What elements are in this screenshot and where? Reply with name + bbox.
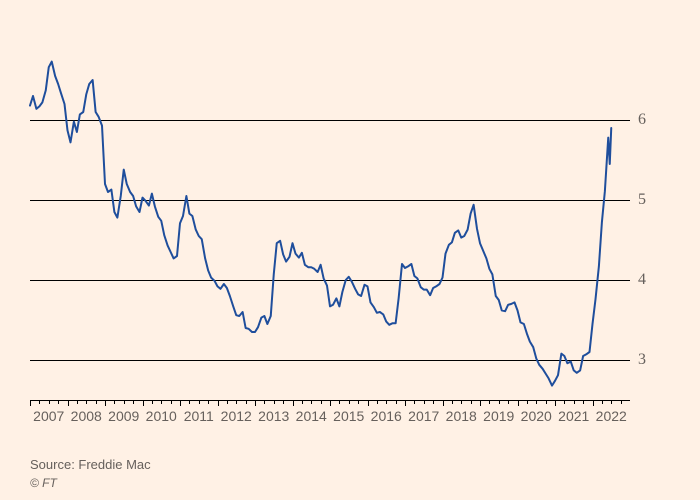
x-tick-label: 2022 <box>596 408 627 424</box>
x-tick-label: 2009 <box>108 408 139 424</box>
x-tick-minor <box>611 400 612 404</box>
x-tick-minor <box>583 400 584 404</box>
x-tick-minor <box>508 400 509 404</box>
x-tick-minor <box>77 400 78 404</box>
x-tick-minor <box>414 400 415 404</box>
x-tick-minor <box>246 400 247 404</box>
x-tick-label: 2013 <box>258 408 289 424</box>
x-tick-minor <box>114 400 115 404</box>
x-tick-minor <box>527 400 528 404</box>
x-tick-major <box>255 400 256 406</box>
x-tick-minor <box>133 400 134 404</box>
x-tick-minor <box>499 400 500 404</box>
x-tick-minor <box>461 400 462 404</box>
x-tick-minor <box>96 400 97 404</box>
x-tick-minor <box>86 400 87 404</box>
x-tick-minor <box>621 400 622 404</box>
copyright-text: © FT <box>30 476 57 490</box>
x-tick-major <box>30 400 31 406</box>
line-series <box>30 40 630 400</box>
x-tick-label: 2016 <box>371 408 402 424</box>
x-tick-minor <box>377 400 378 404</box>
x-tick-minor <box>433 400 434 404</box>
x-tick-minor <box>574 400 575 404</box>
y-tick-label: 6 <box>638 111 646 129</box>
x-tick-minor <box>302 400 303 404</box>
x-tick-major <box>480 400 481 406</box>
x-tick-label: 2021 <box>558 408 589 424</box>
x-tick-minor <box>283 400 284 404</box>
x-tick-minor <box>602 400 603 404</box>
x-tick-major <box>68 400 69 406</box>
x-tick-minor <box>58 400 59 404</box>
x-tick-minor <box>171 400 172 404</box>
x-tick-major <box>405 400 406 406</box>
x-tick-minor <box>208 400 209 404</box>
x-tick-minor <box>227 400 228 404</box>
x-tick-major <box>518 400 519 406</box>
x-tick-major <box>330 400 331 406</box>
x-tick-label: 2008 <box>71 408 102 424</box>
x-tick-minor <box>471 400 472 404</box>
x-tick-minor <box>424 400 425 404</box>
x-tick-major <box>180 400 181 406</box>
y-tick-label: 3 <box>638 351 646 369</box>
x-tick-label: 2014 <box>296 408 327 424</box>
x-axis: 2007200820092010201120122013201420152016… <box>30 400 630 420</box>
x-tick-minor <box>339 400 340 404</box>
x-tick-major <box>218 400 219 406</box>
x-tick-minor <box>236 400 237 404</box>
x-tick-label: 2020 <box>521 408 552 424</box>
x-tick-minor <box>49 400 50 404</box>
x-tick-label: 2017 <box>408 408 439 424</box>
x-tick-minor <box>311 400 312 404</box>
x-tick-minor <box>564 400 565 404</box>
x-tick-label: 2015 <box>333 408 364 424</box>
x-tick-minor <box>152 400 153 404</box>
x-tick-minor <box>546 400 547 404</box>
x-tick-label: 2011 <box>184 408 214 424</box>
x-tick-major <box>555 400 556 406</box>
y-tick-label: 5 <box>638 191 646 209</box>
x-tick-minor <box>358 400 359 404</box>
x-tick-label: 2018 <box>446 408 477 424</box>
x-tick-minor <box>386 400 387 404</box>
x-tick-major <box>293 400 294 406</box>
source-text: Source: Freddie Mac <box>30 457 151 472</box>
plot-area: 3456 <box>30 40 630 400</box>
x-tick-major <box>105 400 106 406</box>
x-tick-minor <box>264 400 265 404</box>
x-tick-minor <box>349 400 350 404</box>
x-tick-label: 2019 <box>483 408 514 424</box>
x-tick-major <box>443 400 444 406</box>
x-tick-major <box>368 400 369 406</box>
x-tick-major <box>143 400 144 406</box>
x-tick-minor <box>536 400 537 404</box>
x-tick-minor <box>321 400 322 404</box>
x-tick-minor <box>452 400 453 404</box>
x-tick-minor <box>124 400 125 404</box>
y-tick-label: 4 <box>638 271 646 289</box>
x-tick-minor <box>396 400 397 404</box>
x-tick-major <box>593 400 594 406</box>
x-tick-label: 2007 <box>33 408 64 424</box>
chart-container: 3456 20072008200920102011201220132014201… <box>30 40 670 420</box>
x-tick-minor <box>161 400 162 404</box>
x-tick-minor <box>39 400 40 404</box>
x-tick-label: 2012 <box>221 408 252 424</box>
x-tick-minor <box>489 400 490 404</box>
x-tick-minor <box>189 400 190 404</box>
x-tick-minor <box>199 400 200 404</box>
x-tick-minor <box>274 400 275 404</box>
x-tick-label: 2010 <box>146 408 177 424</box>
